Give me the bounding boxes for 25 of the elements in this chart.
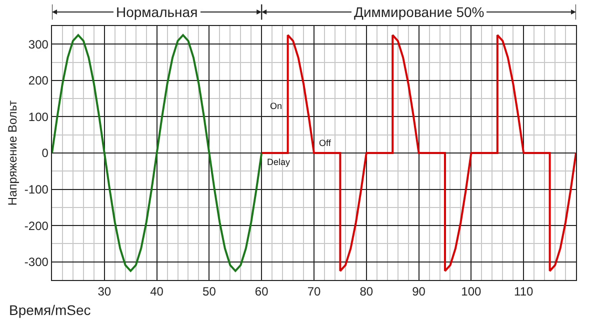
x-tick-label: 80	[360, 284, 374, 299]
y-tick-label: 200	[28, 74, 49, 88]
y-tick-label: -200	[24, 218, 49, 233]
y-tick-label: 100	[28, 110, 49, 124]
x-axis-title: Время/mSec	[9, 302, 91, 318]
annotation: Off	[319, 138, 332, 148]
x-tick-label: 60	[254, 284, 269, 299]
x-tick-label: 90	[412, 284, 426, 299]
x-tick-label: 30	[98, 284, 112, 299]
line-series	[260, 34, 576, 272]
x-tick-label: 70	[307, 284, 321, 299]
annotation: Delay	[267, 157, 291, 167]
y-tick-label: -300	[24, 255, 49, 270]
y-tick-label: -100	[24, 182, 49, 196]
text: Диммирование 50%	[354, 4, 484, 20]
line-series	[52, 34, 263, 272]
y-tick-label: 300	[28, 37, 49, 52]
y-tick-label: 0	[42, 146, 49, 160]
x-tick-label: 40	[150, 284, 164, 299]
x-tick-label: 50	[202, 284, 216, 299]
annotation: On	[270, 101, 282, 111]
x-tick-label: 110	[514, 284, 534, 299]
x-tick-label: 100	[461, 284, 482, 299]
y-axis-title: Напряжение Вольт	[6, 100, 20, 206]
text: Нормальная	[116, 4, 198, 20]
